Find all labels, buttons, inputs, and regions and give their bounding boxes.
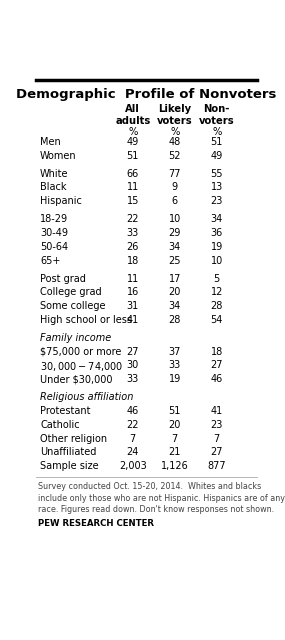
Text: 36: 36	[211, 228, 223, 238]
Text: 9: 9	[172, 182, 178, 193]
Text: 54: 54	[211, 315, 223, 325]
Text: Black: Black	[40, 182, 66, 193]
Text: 51: 51	[211, 137, 223, 147]
Text: 37: 37	[169, 347, 181, 356]
Text: Women: Women	[40, 150, 77, 161]
Text: Sample size: Sample size	[40, 461, 99, 471]
Text: 65+: 65+	[40, 255, 60, 266]
Text: 24: 24	[127, 447, 139, 458]
Text: 2,003: 2,003	[119, 461, 147, 471]
Text: 34: 34	[211, 214, 223, 224]
Text: 1,126: 1,126	[161, 461, 189, 471]
Text: 41: 41	[127, 315, 139, 325]
Text: 41: 41	[211, 406, 223, 416]
Text: Non-
voters: Non- voters	[199, 104, 235, 125]
Text: 11: 11	[127, 182, 139, 193]
Text: Hispanic: Hispanic	[40, 196, 82, 206]
Text: 29: 29	[169, 228, 181, 238]
Text: 22: 22	[127, 420, 139, 430]
Text: 27: 27	[127, 347, 139, 356]
Text: 7: 7	[214, 433, 220, 444]
Text: 7: 7	[130, 433, 136, 444]
Text: 5: 5	[214, 273, 220, 284]
Text: 31: 31	[127, 301, 139, 311]
Text: 23: 23	[211, 196, 223, 206]
Text: 46: 46	[127, 406, 139, 416]
Text: 52: 52	[168, 150, 181, 161]
Text: 28: 28	[169, 315, 181, 325]
Text: 25: 25	[168, 255, 181, 266]
Text: 77: 77	[168, 169, 181, 179]
Text: Catholic: Catholic	[40, 420, 80, 430]
Text: 11: 11	[127, 273, 139, 284]
Text: 55: 55	[211, 169, 223, 179]
Text: %: %	[212, 127, 221, 137]
Text: 20: 20	[169, 287, 181, 298]
Text: 877: 877	[207, 461, 226, 471]
Text: White: White	[40, 169, 69, 179]
Text: 49: 49	[211, 150, 223, 161]
Text: 21: 21	[169, 447, 181, 458]
Text: Other religion: Other religion	[40, 433, 107, 444]
Text: 15: 15	[127, 196, 139, 206]
Text: High school or less: High school or less	[40, 315, 132, 325]
Text: PEW RESEARCH CENTER: PEW RESEARCH CENTER	[38, 519, 154, 528]
Text: Some college: Some college	[40, 301, 105, 311]
Text: Family income: Family income	[40, 333, 111, 343]
Text: 10: 10	[169, 214, 181, 224]
Text: 34: 34	[169, 301, 181, 311]
Text: 46: 46	[211, 374, 223, 384]
Text: 49: 49	[127, 137, 139, 147]
Text: 16: 16	[127, 287, 139, 298]
Text: Unaffiliated: Unaffiliated	[40, 447, 96, 458]
Text: 13: 13	[211, 182, 223, 193]
Text: 50-64: 50-64	[40, 242, 68, 252]
Text: 20: 20	[169, 420, 181, 430]
Text: 66: 66	[127, 169, 139, 179]
Text: 18: 18	[127, 255, 139, 266]
Text: 23: 23	[211, 420, 223, 430]
Text: Religious affiliation: Religious affiliation	[40, 392, 133, 402]
Text: %: %	[170, 127, 180, 137]
Text: 33: 33	[169, 360, 181, 371]
Text: 10: 10	[211, 255, 223, 266]
Text: 22: 22	[127, 214, 139, 224]
Text: 19: 19	[211, 242, 223, 252]
Text: 51: 51	[127, 150, 139, 161]
Text: 18: 18	[211, 347, 223, 356]
Text: College grad: College grad	[40, 287, 102, 298]
Text: 28: 28	[211, 301, 223, 311]
Text: 33: 33	[127, 228, 139, 238]
Text: 19: 19	[169, 374, 181, 384]
Text: 27: 27	[211, 360, 223, 371]
Text: Survey conducted Oct. 15-20, 2014.  Whites and blacks
include only those who are: Survey conducted Oct. 15-20, 2014. White…	[38, 482, 285, 515]
Text: 33: 33	[127, 374, 139, 384]
Text: 51: 51	[169, 406, 181, 416]
Text: Men: Men	[40, 137, 61, 147]
Text: Likely
voters: Likely voters	[157, 104, 193, 125]
Text: 34: 34	[169, 242, 181, 252]
Text: 7: 7	[172, 433, 178, 444]
Text: All
adults: All adults	[115, 104, 150, 125]
Text: 48: 48	[169, 137, 181, 147]
Text: Demographic  Profile of Nonvoters: Demographic Profile of Nonvoters	[16, 88, 276, 100]
Text: 6: 6	[172, 196, 178, 206]
Text: 30: 30	[127, 360, 139, 371]
Text: Post grad: Post grad	[40, 273, 86, 284]
Text: Under $30,000: Under $30,000	[40, 374, 113, 384]
Text: 18-29: 18-29	[40, 214, 68, 224]
Text: 27: 27	[211, 447, 223, 458]
Text: 30-49: 30-49	[40, 228, 68, 238]
Text: 17: 17	[169, 273, 181, 284]
Text: Protestant: Protestant	[40, 406, 91, 416]
Text: %: %	[128, 127, 137, 137]
Text: 12: 12	[211, 287, 223, 298]
Text: $75,000 or more: $75,000 or more	[40, 347, 121, 356]
Text: $30,000 - $74,000: $30,000 - $74,000	[40, 360, 123, 374]
Text: 26: 26	[127, 242, 139, 252]
